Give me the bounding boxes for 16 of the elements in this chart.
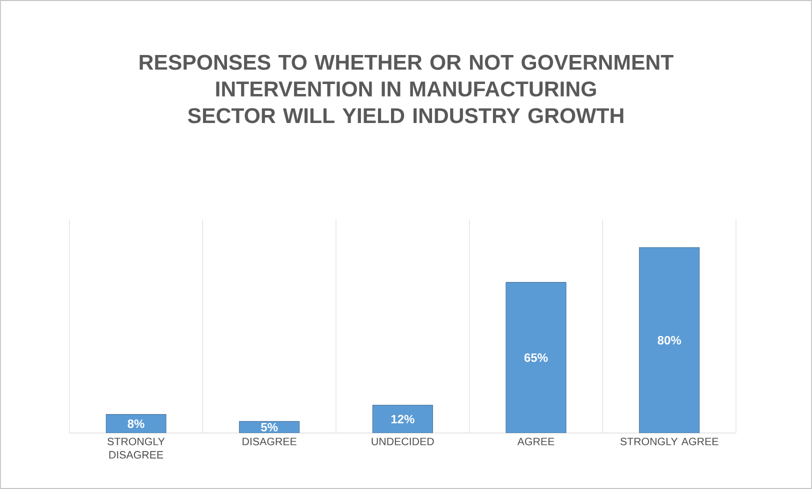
chart-title: RESPONSES TO WHETHER OR NOT GOVERNMENT INTERVENTION IN MANUFACTURING SECTOR WILL YIELD INDUSTRY GROWTH <box>140 54 674 124</box>
data-label: 5% <box>261 422 278 432</box>
data-label: 65% <box>524 353 548 362</box>
x-tick-label: STRONGLY DISAGREE <box>108 438 165 459</box>
x-tick-label: UNDECIDED <box>372 438 434 446</box>
data-label: 12% <box>391 414 414 424</box>
x-tick-label: STRONGLY AGREE <box>620 438 718 446</box>
x-tick-label: DISAGREE <box>242 438 296 446</box>
bar <box>239 421 300 433</box>
data-label: 8% <box>128 419 144 428</box>
bar <box>106 414 166 433</box>
bar <box>506 282 566 433</box>
bar <box>372 404 433 433</box>
bar <box>639 247 700 433</box>
x-tick-label: AGREE <box>517 438 554 446</box>
data-label: 80% <box>658 336 682 345</box>
